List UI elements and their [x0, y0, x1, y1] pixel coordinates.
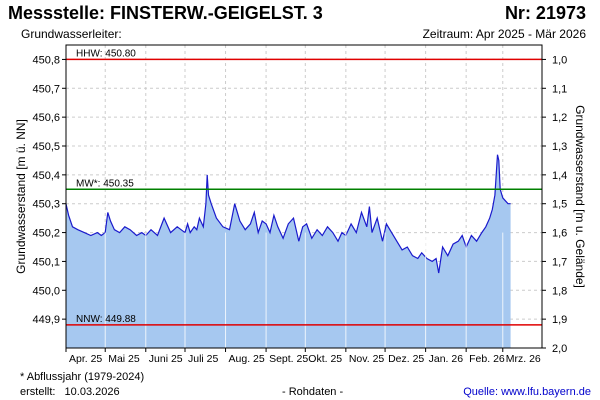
y-tick-label-right: 1,4	[552, 170, 567, 182]
y-tick-label: 450,3	[32, 199, 60, 211]
y-tick-label: 450,1	[32, 256, 60, 268]
x-tick-label: Mai 25	[108, 353, 140, 365]
y-tick-label: 450,6	[32, 112, 60, 124]
raw-data-note: - Rohdaten -	[282, 386, 344, 398]
month-grid	[104, 232, 504, 348]
source-label: Quelle:	[463, 386, 499, 398]
y-tick-label: 450,5	[32, 141, 60, 153]
y-tick-label: 450,4	[32, 170, 60, 182]
reference-label: MW*: 450.35	[76, 178, 134, 189]
x-tick-label: Feb. 26	[469, 353, 505, 365]
created-date: 10.03.2026	[64, 386, 120, 398]
y-tick-label: 450,2	[32, 228, 60, 240]
y-axis-label-right: Grundwasserstand [m u. Gelände]	[573, 105, 587, 288]
footnote: * Abflussjahr (1979-2024)	[20, 371, 145, 383]
y-tick-label-right: 1,9	[552, 314, 567, 326]
x-tick-label: Aug. 25	[229, 353, 265, 365]
x-tick-label: Sept. 25	[269, 353, 308, 365]
y-tick-label-right: 1,0	[552, 54, 567, 66]
created-info: erstellt: 10.03.2026	[20, 386, 120, 398]
y-tick-label-right: 2,0	[552, 343, 567, 355]
period-label: Zeitraum: Apr 2025 - Mär 2026	[422, 27, 586, 41]
x-tick-label: Mrz. 26	[506, 353, 541, 365]
y-tick-label: 450,8	[32, 54, 60, 66]
reference-label: NNW: 449.88	[76, 314, 136, 325]
y-tick-label-right: 1,2	[552, 112, 567, 124]
y-tick-label-right: 1,8	[552, 285, 567, 297]
x-tick-label: Dez. 25	[388, 353, 424, 365]
y-tick-label-right: 1,7	[552, 256, 567, 268]
x-tick-label: Nov. 25	[349, 353, 385, 365]
y-tick-label-right: 1,5	[552, 199, 567, 211]
x-axis: Apr. 25 Mai 25 Juni 25 Juli 25 Aug. 25 Sept. …	[65, 348, 541, 365]
plot-border	[65, 44, 543, 349]
x-tick-label: Okt. 25	[308, 353, 342, 365]
station-number: Nr: 21973	[504, 3, 586, 23]
x-tick-label: Juli 25	[188, 353, 219, 365]
y-tick-label: 449,9	[32, 314, 60, 326]
y-tick-label-right: 1,6	[552, 228, 567, 240]
y-axis-left: 449,9 450,0 450,1 450,2 450,3 450,4 450,5 450,6…	[32, 54, 66, 326]
x-tick-label: Jan. 26	[429, 353, 464, 365]
reference-label: HHW: 450.80	[76, 48, 136, 59]
created-label: erstellt:	[20, 386, 56, 398]
aquifer-label: Grundwasserleiter:	[21, 27, 122, 41]
source-link[interactable]: www.lfu.bayern.de	[501, 386, 591, 398]
y-tick-label: 450,0	[32, 285, 60, 297]
source-info: Quelle: www.lfu.bayern.de	[463, 386, 591, 398]
y-axis-label-left: Grundwasserstand [m ü. NN]	[14, 119, 28, 274]
x-tick-label: Juni 25	[149, 353, 183, 365]
y-axis-right: 1,0 1,1 1,2 1,3 1,4 1,5 1,6 1,7 1,8 1,9 2,0	[542, 54, 567, 355]
reference-lines: HHW: 450.80 MW*: 450.35 NNW: 449.88	[66, 48, 542, 326]
x-tick-label: Apr. 25	[69, 353, 102, 365]
y-tick-label-right: 1,1	[552, 83, 567, 95]
y-tick-label: 450,7	[32, 83, 60, 95]
y-tick-label-right: 1,3	[552, 141, 567, 153]
page-title: Messstelle: FINSTERW.-GEIGELST. 3	[8, 3, 323, 23]
area-fill	[66, 154, 511, 348]
